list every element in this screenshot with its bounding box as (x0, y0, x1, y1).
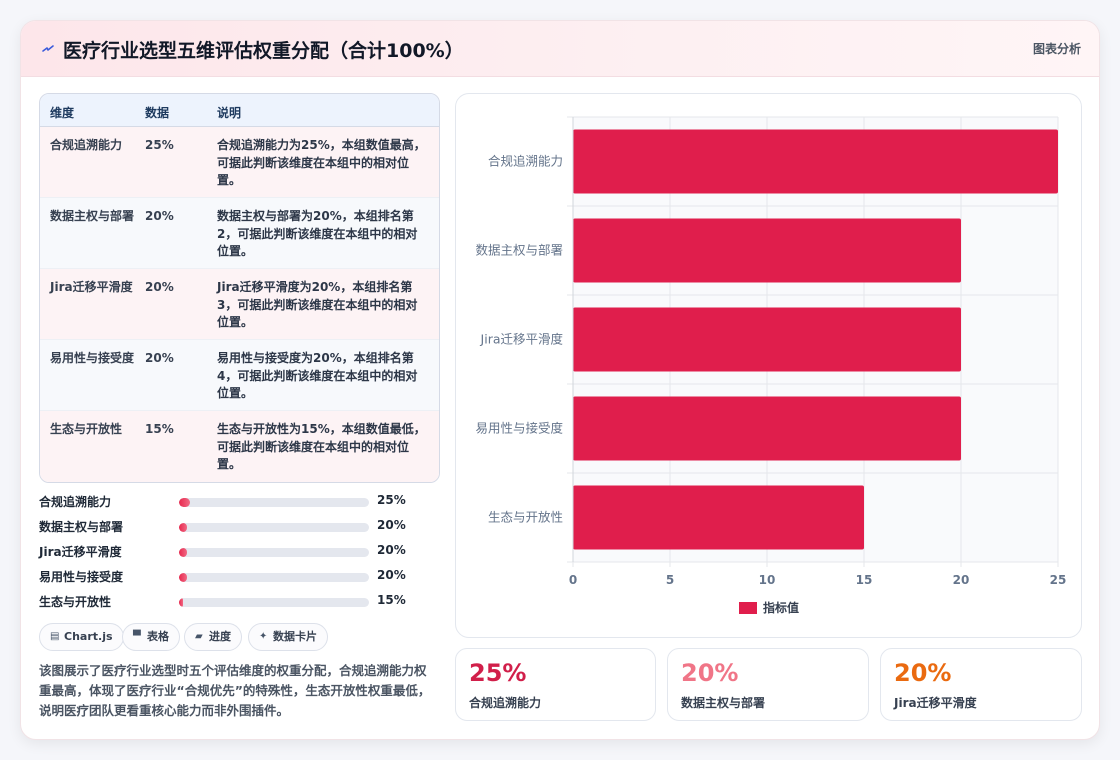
table-row: Jira迁移平滑度 20% Jira迁移平滑度为20%，本组排名第3，可据此判断… (40, 269, 439, 340)
header-dimension: 维度 (50, 106, 75, 120)
y-tick-label: 合规追溯能力 (488, 154, 563, 169)
stat-value: 25% (469, 659, 527, 687)
lightning-icon (42, 45, 54, 52)
row-description: 数据主权与部署为20%，本组排名第2，可据此判断该维度在本组中的相对位置。 (217, 209, 418, 258)
progress-fill (179, 598, 183, 607)
x-tick-label: 10 (759, 573, 776, 587)
page-title: 医疗行业选型五维评估权重分配（合计100%） (63, 40, 464, 62)
progress-row: 易用性与接受度 20% (39, 566, 440, 586)
stat-value: 20% (681, 659, 739, 687)
chart-description: 该图展示了医疗行业选型时五个评估维度的权重分配，合规追溯能力权重最高，体现了医疗… (39, 663, 431, 718)
bar (573, 218, 961, 283)
row-value: 25% (145, 138, 174, 152)
table-icon: ▀ (133, 631, 141, 642)
chip-chartjs[interactable]: ▤ Chart.js (39, 623, 124, 651)
progress-track (179, 598, 369, 607)
row-value: 20% (145, 351, 174, 365)
progress-value: 20% (377, 518, 406, 532)
chip-label: Chart.js (64, 630, 113, 643)
progress-fill (179, 548, 187, 557)
stat-label: Jira迁移平滑度 (894, 696, 977, 710)
row-description: Jira迁移平滑度为20%，本组排名第3，可据此判断该维度在本组中的相对位置。 (217, 280, 418, 329)
bar (573, 396, 961, 461)
stat-card: 20% 数据主权与部署 (667, 648, 869, 721)
bar (573, 129, 1058, 194)
chart-icon: ▤ (50, 631, 60, 642)
x-tick-label: 5 (666, 573, 674, 587)
progress-track (179, 498, 369, 507)
progress-label: 数据主权与部署 (39, 520, 124, 534)
row-description: 生态与开放性为15%，本组数值最低，可据此判断该维度在本组中的相对位置。 (217, 422, 426, 471)
table-row: 合规追溯能力 25% 合规追溯能力为25%，本组数值最高，可据此判断该维度在本组… (40, 127, 439, 198)
header-value: 数据 (145, 106, 170, 120)
progress-label: 生态与开放性 (39, 595, 112, 609)
progress-fill (179, 498, 191, 507)
progress-value: 25% (377, 493, 406, 507)
chip-progress[interactable]: ▰ 进度 (184, 623, 242, 651)
chip-table[interactable]: ▀ 表格 (122, 623, 180, 651)
row-description: 合规追溯能力为25%，本组数值最高，可据此判断该维度在本组中的相对位置。 (217, 138, 426, 187)
bar (573, 307, 961, 372)
progress-row: 合规追溯能力 25% (39, 491, 440, 511)
x-tick-label: 25 (1050, 573, 1067, 587)
row-value: 20% (145, 280, 174, 294)
stat-card: 20% Jira迁移平滑度 (880, 648, 1082, 721)
row-dimension: 数据主权与部署 (50, 209, 135, 223)
y-tick-label: 生态与开放性 (488, 510, 563, 525)
stat-label: 合规追溯能力 (469, 696, 542, 710)
progress-icon: ▰ (195, 631, 203, 642)
table-row: 生态与开放性 15% 生态与开放性为15%，本组数值最低，可据此判断该维度在本组… (40, 411, 439, 482)
stat-label: 数据主权与部署 (681, 696, 766, 710)
row-value: 20% (145, 209, 174, 223)
progress-fill (179, 573, 187, 582)
progress-row: 生态与开放性 15% (39, 591, 440, 611)
y-tick-label: 数据主权与部署 (475, 243, 563, 258)
table-header: 维度 数据 说明 (40, 94, 439, 127)
header: 医疗行业选型五维评估权重分配（合计100%） 图表分析 (21, 21, 1099, 77)
row-dimension: Jira迁移平滑度 (50, 280, 133, 294)
progress-fill (179, 523, 187, 532)
y-tick-label: Jira迁移平滑度 (480, 332, 564, 347)
progress-value: 20% (377, 568, 406, 582)
chip-label: 进度 (209, 630, 231, 643)
x-tick-label: 0 (569, 573, 577, 587)
table-row: 数据主权与部署 20% 数据主权与部署为20%，本组排名第2，可据此判断该维度在… (40, 198, 439, 269)
row-value: 15% (145, 422, 174, 436)
x-tick-label: 15 (856, 573, 873, 587)
data-table: 维度 数据 说明 合规追溯能力 25% 合规追溯能力为25%，本组数值最高，可据… (39, 93, 440, 483)
chip-data-card[interactable]: ✦ 数据卡片 (248, 623, 328, 651)
sparkle-icon: ✦ (259, 631, 268, 642)
row-dimension: 易用性与接受度 (50, 351, 135, 365)
x-tick-label: 20 (953, 573, 970, 587)
y-tick-label: 易用性与接受度 (475, 421, 563, 436)
stat-card: 25% 合规追溯能力 (455, 648, 656, 721)
progress-track (179, 548, 369, 557)
progress-label: 易用性与接受度 (39, 570, 124, 584)
legend-label: 指标值 (763, 600, 799, 615)
progress-row: 数据主权与部署 20% (39, 516, 440, 536)
row-description: 易用性与接受度为20%，本组排名第4，可据此判断该维度在本组中的相对位置。 (217, 351, 418, 400)
progress-label: 合规追溯能力 (39, 495, 112, 509)
stat-value: 20% (894, 659, 952, 687)
legend-swatch (739, 602, 757, 614)
chip-label: 表格 (147, 630, 169, 643)
progress-track (179, 573, 369, 582)
chart-panel: 0 5 10 15 20 25 合规追溯能力数据主权与部署 Jira迁移平滑度 易用性与接受度生… (455, 93, 1082, 638)
progress-track (179, 523, 369, 532)
table-row: 易用性与接受度 20% 易用性与接受度为20%，本组排名第4，可据此判断该维度在… (40, 340, 439, 411)
header-description: 说明 (217, 106, 242, 120)
progress-label: Jira迁移平滑度 (39, 545, 122, 559)
progress-value: 15% (377, 593, 406, 607)
row-dimension: 生态与开放性 (50, 422, 123, 436)
progress-row: Jira迁移平滑度 20% (39, 541, 440, 561)
progress-value: 20% (377, 543, 406, 557)
chip-label: 数据卡片 (273, 630, 317, 643)
main-card: 医疗行业选型五维评估权重分配（合计100%） 图表分析 维度 数据 说明 合规追… (20, 20, 1100, 740)
row-dimension: 合规追溯能力 (50, 138, 123, 152)
bar (573, 485, 864, 550)
chart-analysis-tag: 图表分析 (1032, 42, 1081, 56)
